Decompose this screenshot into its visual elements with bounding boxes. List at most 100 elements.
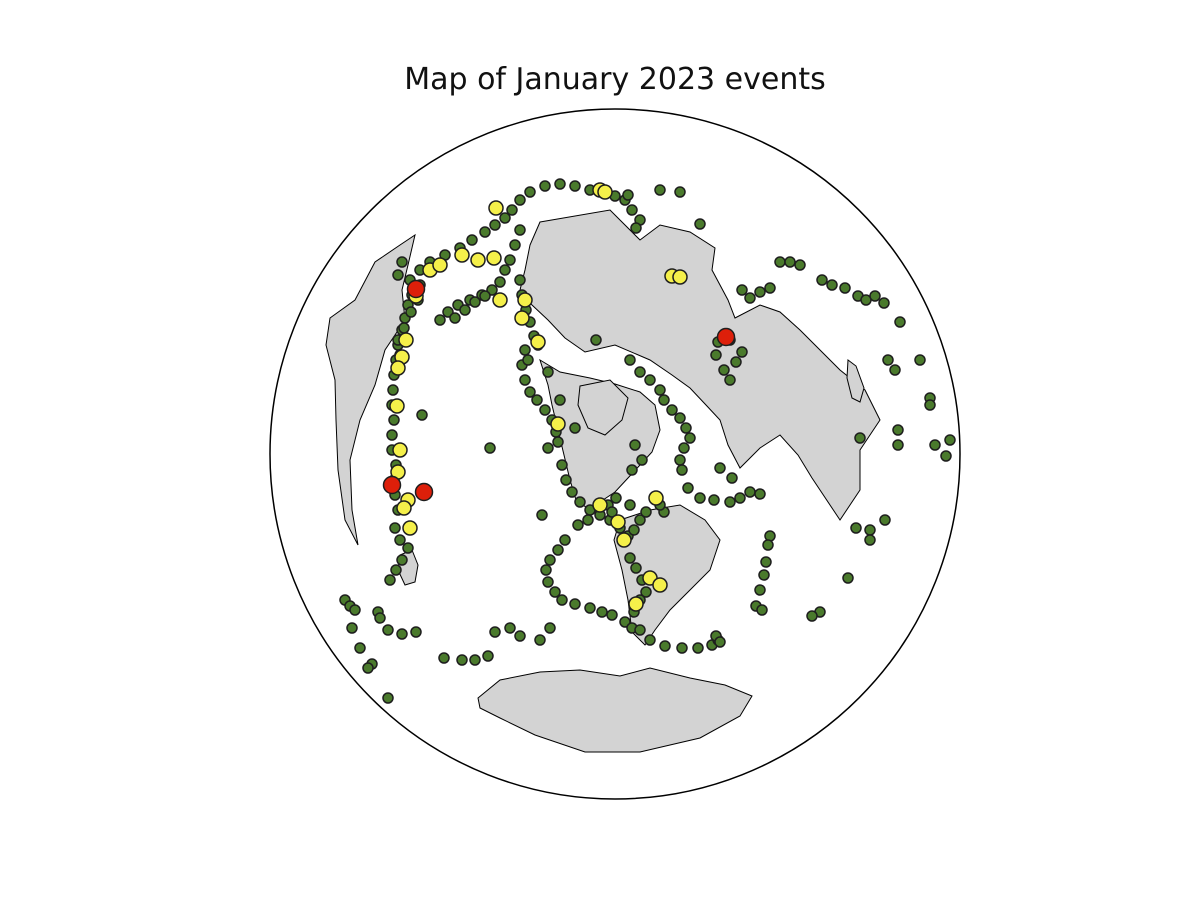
event-marker-minor [438,652,450,664]
event-marker-minor [482,650,494,662]
event-marker-moderate [648,490,664,506]
event-marker-minor [354,642,366,654]
event-marker-minor [384,574,396,586]
event-marker-moderate [392,442,408,458]
event-marker-minor [539,404,551,416]
event-marker-moderate [396,500,412,516]
event-marker-minor [499,212,511,224]
event-marker-minor [869,290,881,302]
event-marker-minor [944,434,956,446]
event-marker-moderate [628,596,644,612]
event-marker-minor [387,384,399,396]
event-marker-moderate [402,520,418,536]
event-marker-minor [479,226,491,238]
event-marker-moderate [486,250,502,266]
event-marker-minor [479,290,491,302]
event-marker-minor [402,542,414,554]
event-marker-moderate [514,310,530,326]
event-marker-minor [556,459,568,471]
event-marker-minor [590,334,602,346]
event-marker-minor [349,604,361,616]
event-marker-minor [764,282,776,294]
event-marker-minor [714,636,726,648]
event-marker-moderate [390,360,406,376]
event-marker-minor [744,292,756,304]
event-marker-minor [654,384,666,396]
event-marker-minor [544,622,556,634]
event-marker-minor [666,404,678,416]
event-marker-moderate [488,200,504,216]
event-marker-minor [624,354,636,366]
event-marker-minor [559,534,571,546]
event-marker-minor [469,296,481,308]
landmass-madagascar [846,359,865,403]
event-marker-minor [724,374,736,386]
event-marker-moderate [389,398,405,414]
event-marker-minor [396,554,408,566]
event-marker-minor [534,634,546,646]
event-marker-minor [762,539,774,551]
event-marker-minor [566,486,578,498]
map-title: Map of January 2023 events [404,62,826,97]
event-marker-minor [536,509,548,521]
event-marker-minor [628,524,640,536]
event-marker-minor [410,626,422,638]
event-marker-minor [894,316,906,328]
event-marker-moderate [672,269,688,285]
event-marker-minor [540,564,552,576]
event-marker-minor [754,584,766,596]
event-marker-minor [730,356,742,368]
event-marker-moderate [517,292,533,308]
event-marker-moderate [454,247,470,263]
event-marker-minor [556,594,568,606]
event-marker-minor [756,604,768,616]
event-marker-minor [794,259,806,271]
event-marker-minor [640,586,652,598]
event-marker-minor [708,494,720,506]
event-marker-minor [892,424,904,436]
event-marker-minor [554,394,566,406]
event-marker-minor [469,654,481,666]
event-marker-minor [758,569,770,581]
event-marker-major [406,279,426,299]
event-marker-minor [644,374,656,386]
event-marker-minor [572,519,584,531]
event-marker-minor [396,256,408,268]
event-marker-moderate [610,514,626,530]
event-marker-moderate [550,416,566,432]
event-marker-minor [892,439,904,451]
event-marker-minor [382,624,394,636]
event-marker-minor [940,450,952,462]
event-marker-minor [504,254,516,266]
event-marker-minor [626,464,638,476]
event-marker-minor [494,276,506,288]
event-marker-minor [736,346,748,358]
events-layer [339,178,956,704]
event-marker-minor [504,622,516,634]
event-marker-minor [826,279,838,291]
event-marker-minor [574,496,586,508]
event-marker-minor [514,194,526,206]
event-marker-minor [506,204,518,216]
event-marker-minor [839,282,851,294]
event-marker-minor [640,506,652,518]
event-marker-minor [531,394,543,406]
event-marker-minor [489,626,501,638]
event-marker-minor [374,612,386,624]
event-marker-minor [630,562,642,574]
event-marker-minor [680,422,692,434]
event-marker-minor [514,224,526,236]
event-marker-minor [654,184,666,196]
event-marker-minor [636,454,648,466]
event-marker-minor [449,312,461,324]
event-marker-minor [882,354,894,366]
event-marker-minor [499,264,511,276]
event-marker-minor [694,492,706,504]
event-marker-minor [760,556,772,568]
event-marker-minor [924,399,936,411]
event-marker-minor [405,306,417,318]
event-marker-minor [754,286,766,298]
event-marker-minor [864,524,876,536]
event-marker-minor [542,442,554,454]
globe-outline [269,108,961,800]
